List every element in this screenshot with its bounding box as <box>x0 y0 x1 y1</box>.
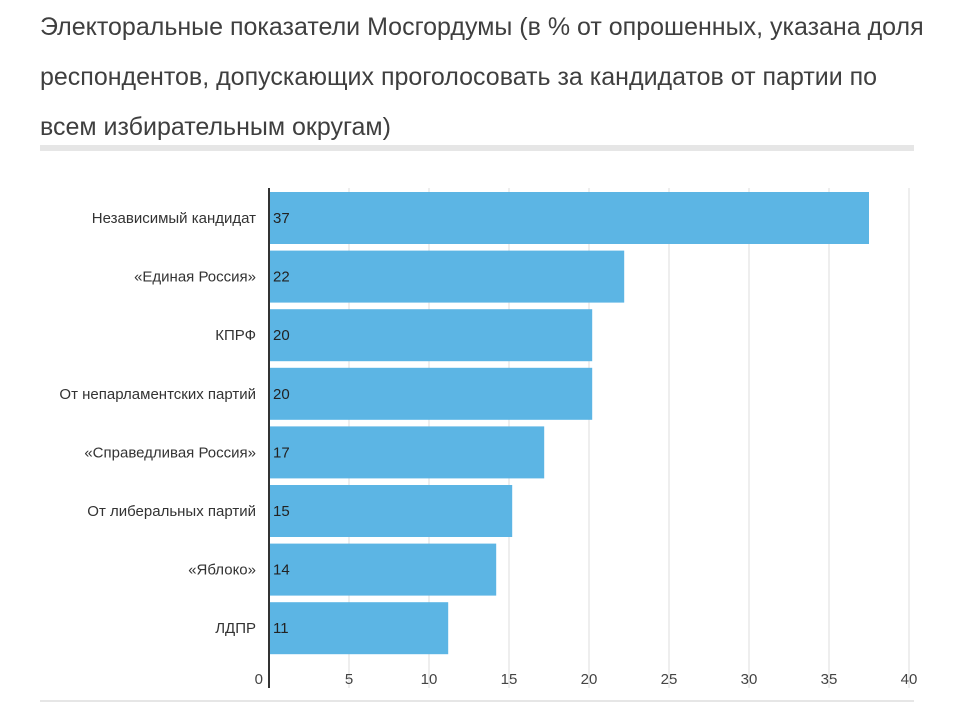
category-label-2: КПРФ <box>215 327 256 344</box>
x-tick-label-15: 15 <box>501 671 518 688</box>
bar-3 <box>269 367 593 420</box>
bar-6 <box>269 543 497 596</box>
chart-title: Электоральные показатели Мосгордумы (в %… <box>40 13 924 141</box>
category-label-4: «Справедливая Россия» <box>84 444 256 461</box>
value-label-4: 17 <box>273 444 290 461</box>
x-tick-label-35: 35 <box>821 671 838 688</box>
bar-5 <box>269 485 513 537</box>
x-tick-label-5: 5 <box>345 671 353 688</box>
category-label-7: ЛДПР <box>215 620 256 637</box>
x-tick-label-40: 40 <box>901 671 918 688</box>
value-label-2: 20 <box>273 327 290 344</box>
category-label-1: «Единая Россия» <box>134 269 256 286</box>
labels: 0 5 10 15 20 25 30 35 40 Независимый кандидат 37 «Е… <box>59 210 917 688</box>
value-label-1: 22 <box>273 269 290 286</box>
bar-2 <box>269 309 593 362</box>
value-label-7: 11 <box>273 620 289 637</box>
x-tick-label-30: 30 <box>741 671 758 688</box>
value-label-3: 20 <box>273 386 290 403</box>
x-tick-label-20: 20 <box>581 671 598 688</box>
x-tick-label-10: 10 <box>421 671 438 688</box>
x-tick-label-0: 0 <box>255 671 263 688</box>
bars <box>269 192 869 655</box>
bar-4 <box>269 426 545 479</box>
bar-1 <box>269 250 625 303</box>
category-label-6: «Яблоко» <box>188 562 256 579</box>
bar-7 <box>269 602 449 655</box>
value-label-5: 15 <box>273 503 290 520</box>
x-tick-label-25: 25 <box>661 671 678 688</box>
bottom-divider <box>40 700 914 702</box>
category-label-5: От либеральных партий <box>87 503 256 520</box>
value-label-0: 37 <box>273 210 290 227</box>
category-label-3: От непарламентских партий <box>59 386 256 403</box>
title-divider <box>40 145 914 151</box>
value-label-6: 14 <box>273 562 290 579</box>
category-label-0: Независимый кандидат <box>92 210 256 227</box>
bar-0 <box>269 192 869 244</box>
